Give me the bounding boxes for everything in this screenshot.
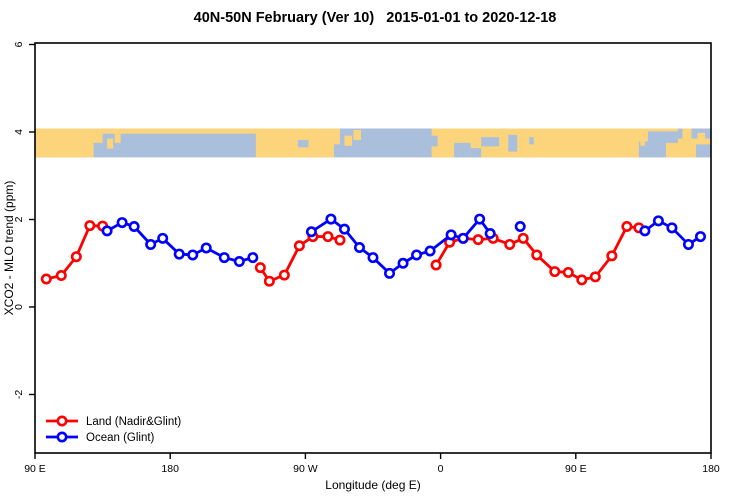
series-ocean-point bbox=[305, 226, 317, 238]
y-tick-label: 2 bbox=[13, 216, 25, 222]
series-ocean-point bbox=[187, 249, 199, 261]
series-ocean-point bbox=[247, 252, 259, 264]
x-tick-label: 90 W bbox=[293, 463, 318, 475]
series-ocean-point bbox=[367, 252, 379, 264]
series-land-point bbox=[293, 240, 305, 252]
map-strip-land bbox=[114, 133, 121, 143]
series-ocean-point bbox=[173, 248, 185, 260]
series-land-point bbox=[55, 269, 67, 281]
x-tick-label: 180 bbox=[161, 463, 179, 475]
map-strip-island bbox=[697, 132, 705, 143]
series-land-point bbox=[334, 234, 346, 246]
series-ocean-point bbox=[116, 217, 128, 229]
map-strip-land bbox=[90, 128, 103, 143]
map-strip-water bbox=[647, 131, 678, 143]
series-ocean-point bbox=[157, 232, 169, 244]
series-land-point bbox=[40, 273, 52, 285]
series-land-point bbox=[254, 262, 266, 274]
map-strip-island bbox=[640, 132, 645, 146]
series-ocean-point bbox=[639, 225, 651, 237]
legend-marker bbox=[56, 415, 68, 427]
map-strip-land bbox=[255, 128, 334, 158]
legend-label: Ocean (Glint) bbox=[86, 432, 155, 444]
map-strip-land bbox=[333, 128, 340, 145]
series-ocean-point bbox=[682, 238, 694, 250]
series-land-point bbox=[84, 220, 96, 232]
y-tick-label: 4 bbox=[13, 129, 25, 135]
series-land-point bbox=[278, 269, 290, 281]
x-axis-title: Longitude (deg E) bbox=[325, 478, 420, 492]
map-strip-water bbox=[454, 142, 471, 158]
y-tick-label: 6 bbox=[13, 41, 25, 47]
series-land-point bbox=[472, 234, 484, 246]
chart-title: 40N-50N February (Ver 10) 2015-01-01 to … bbox=[193, 10, 557, 26]
series-land-point bbox=[263, 275, 275, 287]
series-land-point bbox=[589, 271, 601, 283]
series-ocean-point bbox=[514, 221, 526, 233]
series-ocean-point bbox=[338, 223, 350, 235]
map-strip-water bbox=[529, 137, 534, 145]
series-ocean-point bbox=[652, 215, 664, 227]
legend-label: Land (Nadir&Glint) bbox=[86, 416, 181, 428]
y-tick-label: 0 bbox=[13, 304, 25, 310]
series-ocean-point bbox=[128, 221, 140, 233]
map-strip-island bbox=[682, 128, 692, 146]
series-ocean-point bbox=[694, 231, 706, 243]
map-strip-water bbox=[297, 140, 309, 148]
plot-box bbox=[34, 42, 712, 454]
map-strip-water bbox=[508, 134, 518, 152]
map-strip-water bbox=[470, 148, 482, 158]
series-ocean-point bbox=[101, 225, 113, 237]
series-ocean-point bbox=[484, 228, 496, 240]
series-ocean-point bbox=[666, 222, 678, 234]
x-tick-label: 90 E bbox=[565, 463, 587, 475]
series-land-point bbox=[504, 238, 516, 250]
series-land-point bbox=[549, 266, 561, 278]
series-land-point bbox=[70, 251, 82, 263]
x-tick-label: 180 bbox=[702, 463, 720, 475]
series-ocean-point bbox=[218, 252, 230, 264]
x-tick-label: 0 bbox=[438, 463, 444, 475]
series-ocean-point bbox=[474, 213, 486, 225]
series-land-point bbox=[430, 259, 442, 271]
series-ocean-point bbox=[233, 255, 245, 267]
series-land-point bbox=[322, 231, 334, 243]
map-strip-land bbox=[107, 138, 114, 149]
map-strip-water bbox=[481, 137, 500, 147]
series-land-point bbox=[562, 266, 574, 278]
y-axis-title: XCO2 - MLO trend (ppm) bbox=[2, 181, 16, 316]
map-strip-water bbox=[677, 128, 711, 139]
series-ocean-point bbox=[384, 267, 396, 279]
series-land-point bbox=[517, 232, 529, 244]
series-land-point bbox=[621, 221, 633, 233]
series-ocean-point bbox=[353, 242, 365, 254]
series-land-point bbox=[531, 249, 543, 261]
series-land-point bbox=[606, 250, 618, 262]
series-land-point bbox=[576, 274, 588, 286]
series-ocean-point bbox=[445, 229, 457, 241]
map-strip-land bbox=[353, 129, 361, 141]
series-ocean-point bbox=[325, 213, 337, 225]
map-strip-water bbox=[638, 141, 666, 158]
map-strip-land bbox=[344, 135, 352, 146]
series-ocean-point bbox=[200, 242, 212, 254]
series-ocean-point bbox=[145, 238, 157, 250]
series-ocean-point bbox=[424, 245, 436, 257]
legend-marker bbox=[56, 431, 68, 443]
series-ocean-point bbox=[411, 249, 423, 261]
series-ocean-point bbox=[457, 232, 469, 244]
map-strip-water bbox=[431, 135, 438, 147]
map-strip-land bbox=[35, 128, 256, 134]
y-tick-label: -2 bbox=[13, 390, 25, 399]
series-ocean-point bbox=[397, 257, 409, 269]
x-tick-label: 90 E bbox=[24, 463, 46, 475]
map-strip-water bbox=[695, 144, 711, 158]
